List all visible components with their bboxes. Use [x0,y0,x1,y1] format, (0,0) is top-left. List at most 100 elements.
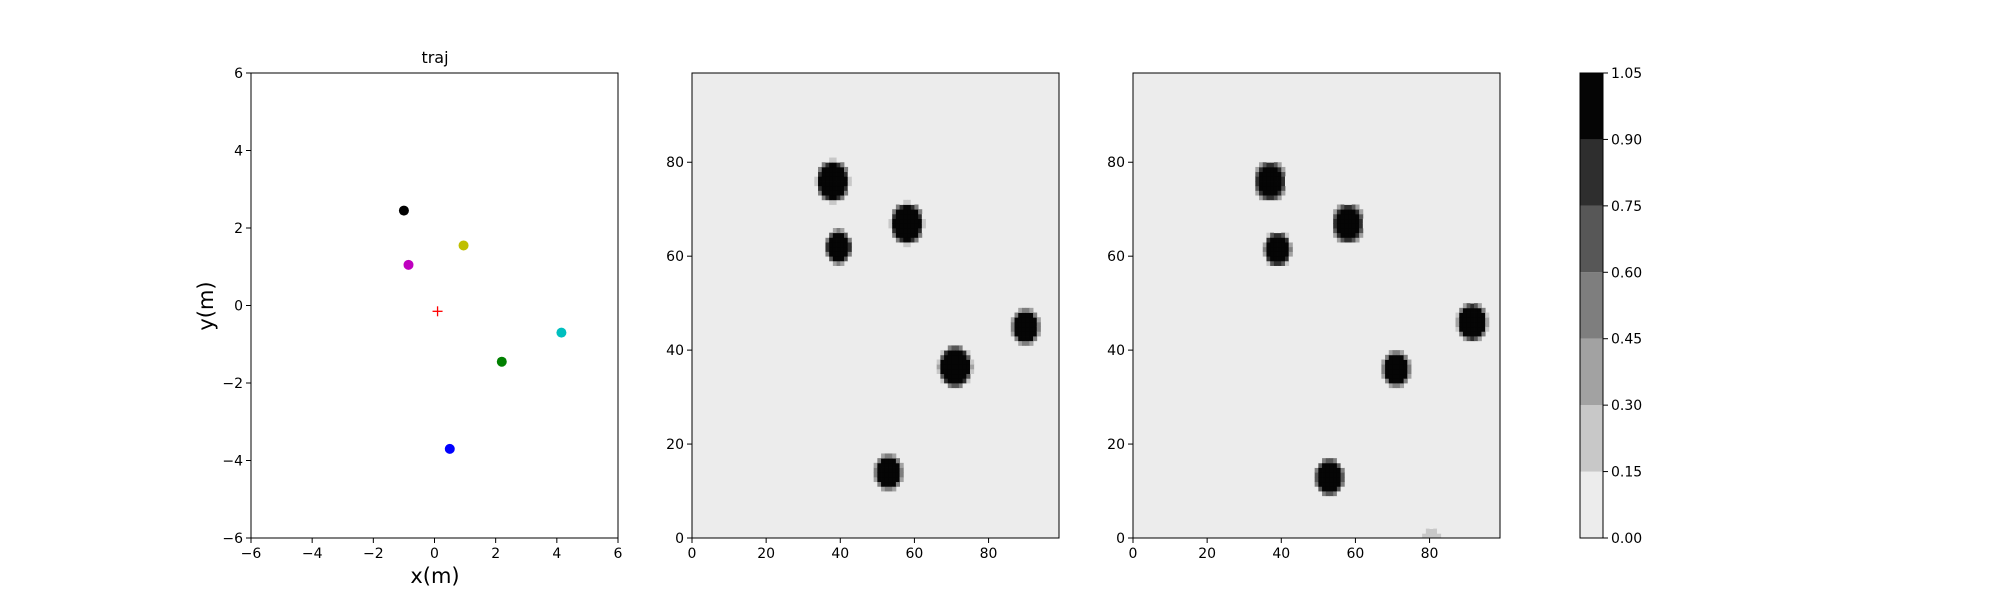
heatmap-cell [829,157,834,163]
heatmap-cell [1021,307,1027,313]
heatmap-cell [907,209,912,215]
heatmap-cell [899,209,904,215]
x-axis-ticks: 0 20 40 60 80 [688,538,997,562]
heatmap-cell [1344,199,1349,205]
heatmap-cell [884,472,889,478]
heatmap-cell [821,162,826,168]
heatmap-cell [1262,185,1267,191]
heatmap-cell [888,486,893,492]
obstacle-blob [814,157,852,205]
heatmap-cell [1318,476,1323,483]
heatmap-cell [1314,472,1319,478]
heatmap-cell [1029,307,1034,313]
heatmap-cell [966,350,971,356]
heatmap-cell [1407,373,1412,379]
heatmap-cell [1266,166,1271,173]
heatmap-cell [1029,326,1034,332]
heatmap-cell [836,166,841,173]
heatmap-cell [873,462,878,468]
obstacle-blob [1329,199,1367,248]
heatmap-cell [903,204,908,210]
heatmap-cell [1322,458,1327,464]
heatmap-cell [1388,368,1393,375]
x-tick-label: −6 [241,546,262,562]
heatmap-cell [944,373,949,379]
heatmap-cell [1021,317,1027,323]
heatmap-cell [958,378,964,384]
heatmap-cell [1351,204,1356,210]
y-tick-label: 60 [1107,249,1125,265]
heatmap-cell [1355,237,1360,243]
x-tick-label: 2 [491,546,500,562]
heatmap-cell [829,237,834,243]
heatmap-cell [1033,331,1038,337]
heatmap-cell [958,350,964,356]
heatmap-cell [877,458,882,464]
obstacle-blob [873,453,904,492]
heatmap-cell [1344,237,1349,243]
heatmap-cell [1329,218,1334,224]
heatmap-cell [1407,368,1412,375]
heatmap-cell [1277,242,1282,248]
heatmap-cell [940,364,945,370]
heatmap-cell [1336,213,1341,220]
heatmap-cell [921,228,926,234]
heatmap-cell [1477,307,1482,313]
heatmap-cell [1277,185,1282,191]
heatmap-cell [966,359,971,365]
heatmap-cell [1277,237,1282,243]
heatmap-cell [1273,242,1278,248]
heatmap-cell [1270,195,1275,201]
heatmap-cell [1010,331,1015,337]
heatmap-cell [832,157,837,163]
heatmap-cell [836,246,841,252]
heatmap-cell [1403,359,1408,365]
heatmap-cell [1021,321,1027,328]
heatmap-cell [1396,354,1401,360]
x-tick-label: −2 [363,546,384,562]
heatmap-cell [944,350,949,356]
heatmap-cell [1477,326,1482,332]
heatmap-cell [884,476,889,483]
heatmap-cell [1288,242,1293,248]
heatmap-cell [847,246,852,252]
heatmap-cell [1036,326,1041,332]
heatmap-cell [955,350,960,356]
heatmap-cell [1344,242,1349,248]
heatmap-cell [1459,312,1464,318]
heatmap-cell [1348,218,1353,224]
heatmap-cell [1314,476,1319,483]
heatmap-cell [818,185,823,191]
heatmap-cell [840,195,845,201]
heatmap-cell [1474,312,1479,318]
heatmap-cell [1270,256,1275,262]
heatmap-cell [1322,476,1327,483]
heatmap-cell [1270,181,1275,187]
heatmap-cell [1388,364,1393,370]
heatmap-cell [825,242,830,248]
heatmap-cell [1273,162,1278,168]
heatmap-cell [1318,467,1323,473]
heatmap-cell [1281,242,1286,248]
heatmap-cell [1455,326,1460,332]
heatmap-cell [944,383,949,389]
heatmap-cell [836,251,841,257]
heatmap-cell [1266,251,1271,257]
heatmap-cell [903,199,908,205]
heatmap-cell [843,237,849,243]
heatmap-cell [1277,228,1282,234]
heatmap-cell [1459,317,1464,323]
heatmap-cell [1270,260,1275,266]
heatmap-cell [825,190,830,196]
heatmap-cell [1281,256,1286,262]
heatmap-cell [910,232,915,238]
heatmap-cell [836,195,841,201]
heatmap-cell [832,251,837,257]
heatmap-cell [1403,373,1408,379]
heatmap-cell [1340,204,1345,210]
heatmap-cell [1392,359,1397,365]
heatmap-cell [1340,481,1345,487]
heatmap-cell [1259,195,1264,201]
heatmap-cell [1322,472,1327,478]
